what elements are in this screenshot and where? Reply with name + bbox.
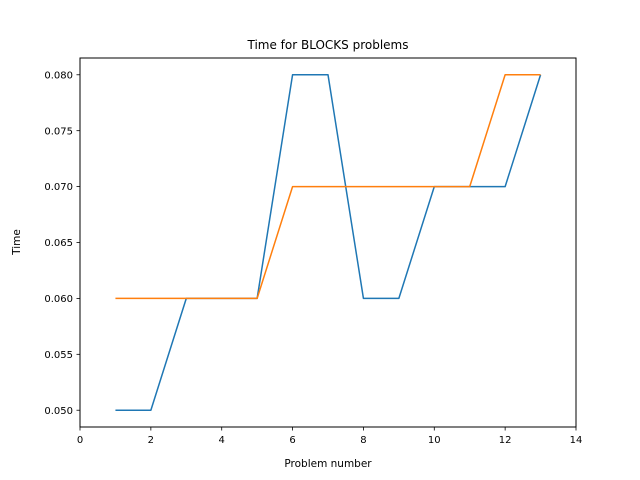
x-tick-label: 6 bbox=[289, 435, 295, 446]
y-tick-label: 0.070 bbox=[44, 182, 73, 193]
y-tick-label: 0.065 bbox=[44, 238, 73, 249]
x-tick-label: 0 bbox=[77, 435, 83, 446]
x-tick-label: 12 bbox=[499, 435, 512, 446]
x-axis-ticks: 0 2 4 6 8 10 12 14 bbox=[77, 427, 583, 446]
x-tick-label: 14 bbox=[570, 435, 583, 446]
chart-title: Time for BLOCKS problems bbox=[246, 38, 408, 52]
y-tick-label: 0.060 bbox=[44, 294, 73, 305]
y-tick-label: 0.050 bbox=[44, 406, 73, 417]
x-tick-label: 4 bbox=[219, 435, 225, 446]
x-axis-label: Problem number bbox=[284, 458, 372, 470]
x-tick-label: 2 bbox=[148, 435, 154, 446]
series-line-2 bbox=[115, 74, 541, 300]
x-tick-label: 10 bbox=[428, 435, 441, 446]
y-tick-label: 0.080 bbox=[44, 70, 73, 81]
series-layer bbox=[115, 74, 542, 411]
y-axis-ticks: 0.050 0.055 0.060 0.065 0.070 0.075 0.080 bbox=[44, 70, 80, 417]
x-tick-label: 8 bbox=[360, 435, 366, 446]
y-tick-label: 0.055 bbox=[44, 350, 73, 361]
y-tick-label: 0.075 bbox=[44, 126, 73, 137]
y-axis-label: Time bbox=[11, 229, 23, 256]
